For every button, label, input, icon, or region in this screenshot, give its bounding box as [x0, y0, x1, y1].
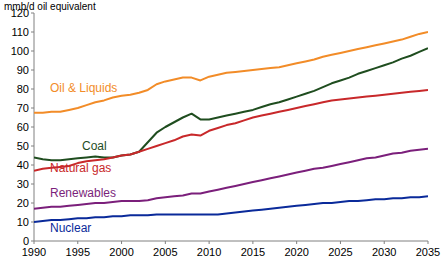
x-tick-label: 2000 — [109, 246, 133, 258]
y-tick — [31, 108, 34, 109]
y-tick-label: 60 — [17, 121, 29, 133]
x-tick — [209, 241, 210, 244]
series-label: Oil & Liquids — [50, 81, 117, 95]
x-tick-label: 2020 — [284, 246, 308, 258]
y-tick-label: 80 — [17, 83, 29, 95]
series-label: Renewables — [50, 186, 116, 200]
y-tick — [31, 203, 34, 204]
x-tick — [252, 241, 253, 244]
y-tick — [31, 32, 34, 33]
x-tick — [77, 241, 78, 244]
x-tick-label: 2035 — [416, 246, 440, 258]
y-tick — [31, 184, 34, 185]
y-tick-label: 90 — [17, 64, 29, 76]
y-tick — [31, 127, 34, 128]
y-tick — [31, 165, 34, 166]
series-line — [34, 196, 428, 222]
x-tick-label: 2010 — [197, 246, 221, 258]
chart: mmb/d oil equivalent01020304050607080901… — [0, 0, 442, 266]
y-tick — [31, 89, 34, 90]
y-tick — [31, 70, 34, 71]
y-tick-label: 20 — [17, 197, 29, 209]
series-label: Natural gas — [50, 161, 111, 175]
y-tick-label: 120 — [11, 7, 29, 19]
y-tick-label: 30 — [17, 178, 29, 190]
y-tick — [31, 51, 34, 52]
series-line — [34, 32, 428, 113]
x-tick-label: 2025 — [328, 246, 352, 258]
series-line — [34, 48, 428, 160]
x-tick — [34, 241, 35, 244]
y-tick-label: 100 — [11, 45, 29, 57]
x-tick-label: 2015 — [241, 246, 265, 258]
y-tick-label: 110 — [11, 26, 29, 38]
y-tick — [31, 13, 34, 14]
plot-area — [34, 32, 428, 222]
x-tick-label: 1995 — [66, 246, 90, 258]
x-tick-label: 1990 — [22, 246, 46, 258]
x-tick — [340, 241, 341, 244]
x-tick — [428, 241, 429, 244]
y-tick-label: 50 — [17, 140, 29, 152]
y-tick-label: 70 — [17, 102, 29, 114]
x-tick — [121, 241, 122, 244]
y-tick-label: 40 — [17, 159, 29, 171]
x-tick-label: 2005 — [153, 246, 177, 258]
x-axis-line — [34, 241, 428, 242]
y-tick — [31, 222, 34, 223]
series-label: Nuclear — [50, 221, 91, 235]
y-tick-label: 10 — [17, 216, 29, 228]
x-tick — [384, 241, 385, 244]
x-tick-label: 2030 — [372, 246, 396, 258]
x-tick — [165, 241, 166, 244]
y-tick — [31, 146, 34, 147]
x-tick — [296, 241, 297, 244]
series-label: Coal — [82, 139, 107, 153]
